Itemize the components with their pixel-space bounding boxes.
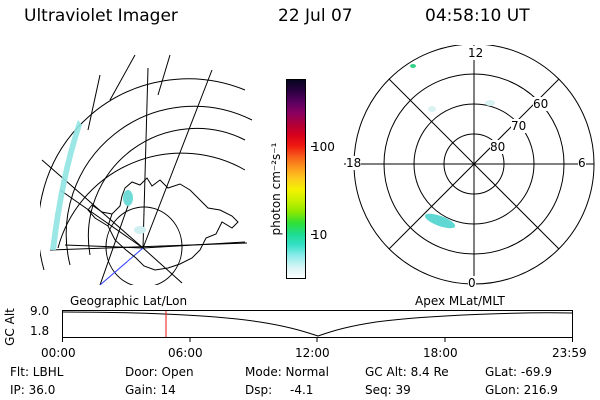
geo-meridian: [142, 247, 183, 284]
geo-meridian: [142, 69, 213, 249]
geo-meridian: [41, 159, 144, 249]
mlt-label-dusk: 18: [346, 156, 362, 170]
geo-latitude-ring: [40, 78, 246, 271]
aurora-emission: [134, 226, 146, 234]
mlt-label-noon: 12: [468, 46, 484, 60]
magnetic-polar-plot: [344, 45, 595, 285]
timeline-x-tick-label: 23:59: [552, 346, 587, 360]
aurora-emission: [123, 190, 133, 206]
observation-date: 22 Jul 07: [278, 6, 353, 26]
mlat-label: 70: [511, 119, 527, 133]
geo-meridian: [59, 189, 144, 249]
aurora-emission: [424, 213, 456, 229]
timeline-y-tick: 9.0: [30, 304, 50, 318]
geo-latitude-ring: [57, 152, 246, 249]
geo-meridian: [142, 67, 149, 249]
colorbar-tick-label: 10: [312, 228, 328, 242]
app-title: Ultraviolet Imager: [24, 6, 178, 26]
aurora-emission: [485, 100, 495, 106]
colorbar-unit-label: photon cm⁻²s⁻¹: [269, 142, 283, 236]
dsp-value: -4.1: [290, 383, 314, 397]
subsatellite-track: [99, 247, 144, 286]
gc-alt-info: GC Alt: 8.4 Re: [365, 365, 449, 379]
gc-altitude-curve: [62, 311, 573, 337]
geo-horizon: [49, 242, 248, 251]
timeline-x-tick-label: 00:00: [41, 346, 76, 360]
antarctica-coastline: [107, 177, 239, 271]
timeline-x-tick-label: 06:00: [168, 346, 203, 360]
mlt-label-dawn: 6: [578, 156, 586, 170]
colorbar-tick: [311, 146, 316, 147]
antarctic-peninsula: [87, 204, 113, 227]
mlat-label: 80: [490, 140, 506, 154]
geographic-map: [40, 54, 253, 286]
geo-latitude-ring: [65, 105, 253, 266]
colorbar-tick: [311, 234, 316, 235]
mlat-label: 60: [533, 97, 549, 111]
aurora-emission: [410, 64, 416, 68]
aurora-emission: [50, 120, 82, 250]
mlt-meridian: [388, 78, 560, 250]
aurora-emission: [428, 106, 436, 112]
colorbar-tick-label: 100: [312, 140, 335, 154]
timeline-frame: [62, 310, 573, 338]
glat-info: GLat: -69.9: [485, 365, 552, 379]
timeline-right-label: Apex MLat/MLT: [415, 294, 505, 308]
filter-info: Flt: LBHL: [10, 365, 64, 379]
geo-meridian: [109, 54, 136, 101]
timeline-x-tick-label: 18:00: [423, 346, 458, 360]
mode-info: Mode: Normal: [245, 365, 329, 379]
intensity-colorbar: [286, 79, 306, 279]
observation-time: 04:58:10 UT: [425, 6, 530, 26]
timeline-y-label: GC Alt: [3, 308, 17, 346]
geo-meridian: [157, 54, 171, 96]
door-info: Door: Open: [125, 365, 194, 379]
timeline-left-label: Geographic Lat/Lon: [70, 294, 188, 308]
geo-latitude-ring: [87, 127, 246, 256]
gain-info: Gain: 14: [125, 383, 176, 397]
geo-horizon: [99, 199, 131, 285]
dsp-label: Dsp:: [245, 383, 273, 397]
seq-info: Seq: 39: [365, 383, 411, 397]
timeline-x-tick-label: 12:00: [295, 346, 330, 360]
ip-info: IP: 36.0: [10, 383, 56, 397]
glon-info: GLon: 216.9: [485, 383, 558, 397]
altitude-timeline: [62, 310, 573, 342]
mlt-label-midnight: 0: [468, 276, 476, 290]
geo-meridian: [87, 74, 101, 131]
timeline-y-tick: 1.8: [30, 324, 50, 338]
